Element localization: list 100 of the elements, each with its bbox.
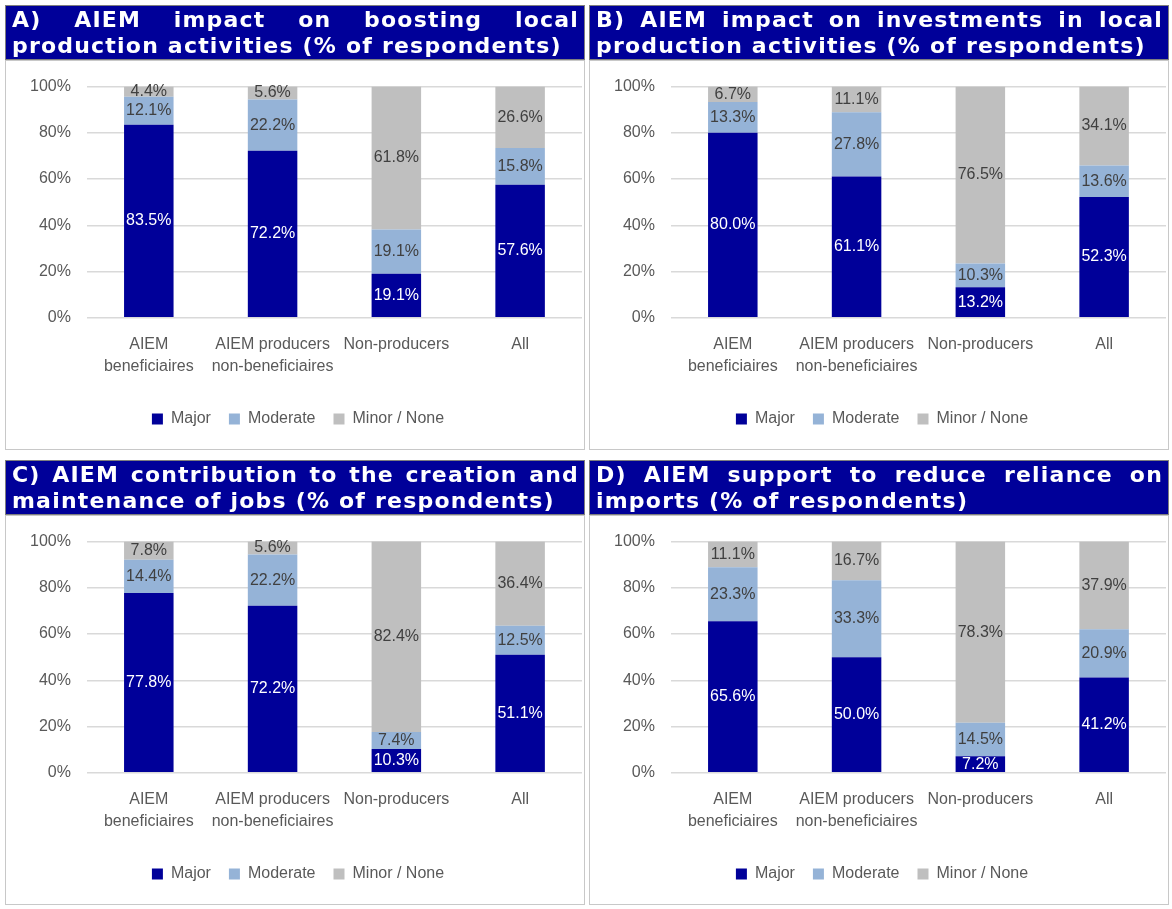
data-label: 7.2%: [962, 754, 999, 772]
y-tick-label: 0%: [631, 763, 655, 781]
data-label: 22.2%: [249, 570, 296, 588]
data-label: 76.5%: [957, 165, 1004, 183]
data-label: 7.8%: [130, 541, 168, 559]
legend-label: Major: [170, 409, 212, 427]
data-label: 14.5%: [957, 729, 1004, 747]
data-label: 72.2%: [249, 679, 296, 697]
y-tick-label: 40%: [622, 670, 655, 688]
data-label: 41.2%: [1081, 715, 1127, 733]
data-label: 12.1%: [126, 101, 172, 119]
bar: [1079, 541, 1129, 630]
legend-label: Moderate: [831, 409, 900, 427]
data-label: 10.3%: [957, 265, 1004, 283]
y-tick-label: 80%: [622, 578, 655, 596]
data-label: 13.2%: [957, 292, 1004, 310]
legend-label: Minor / None: [352, 409, 445, 427]
bar: [955, 86, 1006, 264]
data-label: 10.3%: [373, 750, 420, 768]
y-tick-label: 0%: [47, 308, 71, 326]
y-tick-label: 100%: [30, 77, 71, 95]
y-tick-label: 80%: [38, 578, 71, 596]
data-label: 33.3%: [833, 609, 880, 627]
data-label: 77.8%: [126, 672, 172, 690]
bar: [708, 567, 758, 622]
x-tick-label: AIEM beneficiaires: [687, 790, 778, 829]
bar: [955, 541, 1006, 723]
data-label: 13.3%: [710, 107, 756, 125]
y-tick-label: 60%: [38, 169, 71, 187]
bar: [1079, 86, 1129, 166]
data-label: 34.1%: [1081, 116, 1127, 134]
data-label: 23.3%: [710, 584, 756, 602]
data-label: 65.6%: [710, 687, 756, 704]
x-tick-label: AIEM producers non-beneficiaires: [795, 790, 918, 829]
bar: [247, 605, 298, 773]
legend-label: Minor / None: [352, 864, 445, 882]
x-tick-label: AIEM producers non-beneficiaires: [211, 790, 334, 829]
data-label: 13.6%: [1081, 171, 1127, 189]
y-tick-label: 80%: [622, 123, 655, 141]
y-tick-label: 40%: [622, 215, 655, 233]
data-label: 78.3%: [957, 622, 1004, 640]
y-tick-label: 20%: [622, 716, 655, 734]
y-tick-label: 60%: [622, 169, 655, 187]
y-tick-label: 40%: [38, 215, 71, 233]
bar: [1079, 629, 1129, 678]
bar: [495, 541, 545, 626]
bar: [831, 112, 882, 177]
data-label: 50.0%: [833, 705, 880, 723]
data-label: 19.1%: [373, 285, 420, 303]
x-tick-label: Non-producers: [343, 335, 450, 353]
data-label: 5.6%: [254, 83, 291, 101]
legend-label: Major: [754, 864, 796, 882]
bar: [1079, 677, 1129, 773]
y-tick-label: 40%: [38, 670, 71, 688]
data-label: 5.6%: [254, 538, 291, 556]
legend-label: Major: [754, 409, 796, 427]
legend-label: Moderate: [831, 864, 900, 882]
data-label: 6.7%: [714, 84, 752, 102]
x-tick-label: AIEM beneficiaires: [103, 335, 194, 374]
bar: [708, 621, 758, 773]
data-label: 22.2%: [249, 115, 296, 133]
y-tick-label: 20%: [38, 261, 71, 279]
x-tick-label: All: [511, 790, 530, 808]
bar: [495, 654, 545, 773]
y-tick-label: 60%: [38, 624, 71, 642]
bar: [708, 132, 758, 318]
data-label: 11.1%: [834, 89, 879, 107]
y-tick-label: 20%: [38, 716, 71, 734]
x-tick-label: All: [1095, 790, 1114, 808]
x-tick-label: All: [1095, 335, 1114, 353]
data-label: 27.8%: [833, 134, 880, 152]
data-label: 37.9%: [1081, 575, 1127, 593]
data-label: 82.4%: [373, 627, 420, 645]
data-label: 36.4%: [497, 574, 543, 592]
bar: [124, 592, 174, 773]
bar: [1079, 196, 1129, 318]
bar: [124, 124, 174, 318]
bar: [371, 86, 422, 230]
bar: [831, 176, 882, 318]
y-tick-label: 100%: [614, 77, 655, 95]
chart-title: A) AIEM impact on boosting local production activities (% of respondents): [5, 5, 585, 60]
data-label: 15.8%: [497, 156, 543, 174]
y-tick-label: 0%: [631, 308, 655, 326]
x-tick-label: AIEM producers non-beneficiaires: [795, 335, 918, 374]
data-label: 19.1%: [373, 241, 420, 259]
x-tick-label: AIEM producers non-beneficiaires: [211, 335, 334, 374]
chart-title: B) AIEM impact on investments in local production activities (% of respondents): [589, 5, 1169, 60]
x-tick-label: AIEM beneficiaires: [103, 790, 194, 829]
y-tick-label: 60%: [622, 624, 655, 642]
bar: [831, 580, 882, 658]
data-label: 83.5%: [126, 211, 172, 229]
data-label: 20.9%: [1081, 643, 1127, 661]
legend-label: Moderate: [247, 864, 316, 882]
x-tick-label: Non-producers: [927, 335, 1034, 353]
data-label: 72.2%: [249, 224, 296, 242]
bar: [495, 86, 545, 149]
data-label: 57.6%: [497, 241, 543, 259]
data-label: 7.4%: [378, 730, 415, 748]
x-tick-label: Non-producers: [927, 790, 1034, 808]
y-tick-label: 100%: [30, 532, 71, 550]
